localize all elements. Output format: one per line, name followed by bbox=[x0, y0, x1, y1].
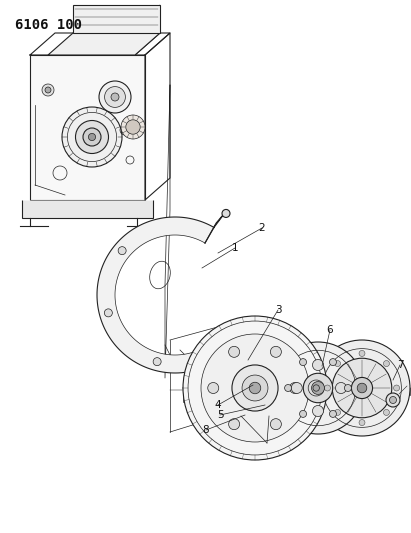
Circle shape bbox=[303, 373, 333, 403]
Circle shape bbox=[76, 120, 109, 154]
Polygon shape bbox=[22, 200, 153, 218]
Text: 2: 2 bbox=[259, 223, 266, 233]
Circle shape bbox=[242, 375, 268, 401]
Circle shape bbox=[312, 406, 323, 416]
Circle shape bbox=[383, 360, 390, 367]
Circle shape bbox=[105, 86, 125, 108]
Circle shape bbox=[83, 128, 101, 146]
Circle shape bbox=[335, 409, 341, 415]
Polygon shape bbox=[30, 55, 145, 200]
Circle shape bbox=[357, 383, 367, 393]
Circle shape bbox=[314, 340, 410, 436]
Circle shape bbox=[324, 385, 330, 391]
Circle shape bbox=[330, 410, 337, 417]
Circle shape bbox=[312, 382, 324, 394]
Circle shape bbox=[183, 316, 327, 460]
Circle shape bbox=[118, 247, 126, 255]
Circle shape bbox=[88, 133, 96, 141]
Circle shape bbox=[270, 346, 282, 357]
Circle shape bbox=[270, 418, 282, 430]
Circle shape bbox=[289, 383, 300, 393]
Polygon shape bbox=[73, 5, 160, 33]
Circle shape bbox=[229, 418, 240, 430]
Circle shape bbox=[272, 342, 364, 434]
Circle shape bbox=[42, 84, 54, 96]
Circle shape bbox=[312, 359, 323, 370]
Circle shape bbox=[291, 383, 302, 393]
Circle shape bbox=[300, 359, 307, 366]
Text: 7: 7 bbox=[397, 360, 403, 370]
Circle shape bbox=[104, 309, 112, 317]
Text: 6: 6 bbox=[327, 325, 333, 335]
Text: 1: 1 bbox=[232, 243, 238, 253]
Circle shape bbox=[351, 377, 372, 399]
Circle shape bbox=[359, 350, 365, 357]
Circle shape bbox=[232, 365, 278, 411]
Text: 8: 8 bbox=[203, 425, 209, 435]
Text: 3: 3 bbox=[275, 305, 281, 315]
Circle shape bbox=[300, 410, 307, 417]
Circle shape bbox=[45, 87, 51, 93]
Circle shape bbox=[62, 107, 122, 167]
Circle shape bbox=[111, 93, 119, 101]
Polygon shape bbox=[135, 5, 160, 55]
Ellipse shape bbox=[314, 381, 410, 395]
Circle shape bbox=[208, 383, 219, 393]
Circle shape bbox=[330, 359, 337, 366]
Circle shape bbox=[394, 385, 399, 391]
Circle shape bbox=[99, 81, 131, 113]
Circle shape bbox=[390, 397, 397, 403]
Circle shape bbox=[383, 409, 390, 415]
Circle shape bbox=[126, 120, 140, 134]
Circle shape bbox=[308, 380, 324, 396]
Polygon shape bbox=[48, 33, 160, 55]
Text: 6106 100: 6106 100 bbox=[15, 18, 82, 32]
Ellipse shape bbox=[183, 374, 327, 402]
Text: 4: 4 bbox=[215, 400, 221, 410]
Circle shape bbox=[335, 360, 341, 367]
Circle shape bbox=[359, 419, 365, 425]
Circle shape bbox=[153, 358, 161, 366]
Text: 5: 5 bbox=[217, 410, 223, 420]
Circle shape bbox=[332, 358, 392, 418]
Circle shape bbox=[386, 393, 400, 407]
Circle shape bbox=[201, 334, 309, 442]
Circle shape bbox=[222, 209, 230, 217]
Circle shape bbox=[335, 383, 346, 393]
Circle shape bbox=[249, 382, 261, 394]
Circle shape bbox=[121, 115, 145, 139]
Circle shape bbox=[344, 384, 351, 392]
Ellipse shape bbox=[272, 381, 364, 395]
Polygon shape bbox=[97, 217, 214, 373]
Circle shape bbox=[313, 385, 319, 391]
Circle shape bbox=[284, 384, 291, 392]
Circle shape bbox=[229, 346, 240, 357]
